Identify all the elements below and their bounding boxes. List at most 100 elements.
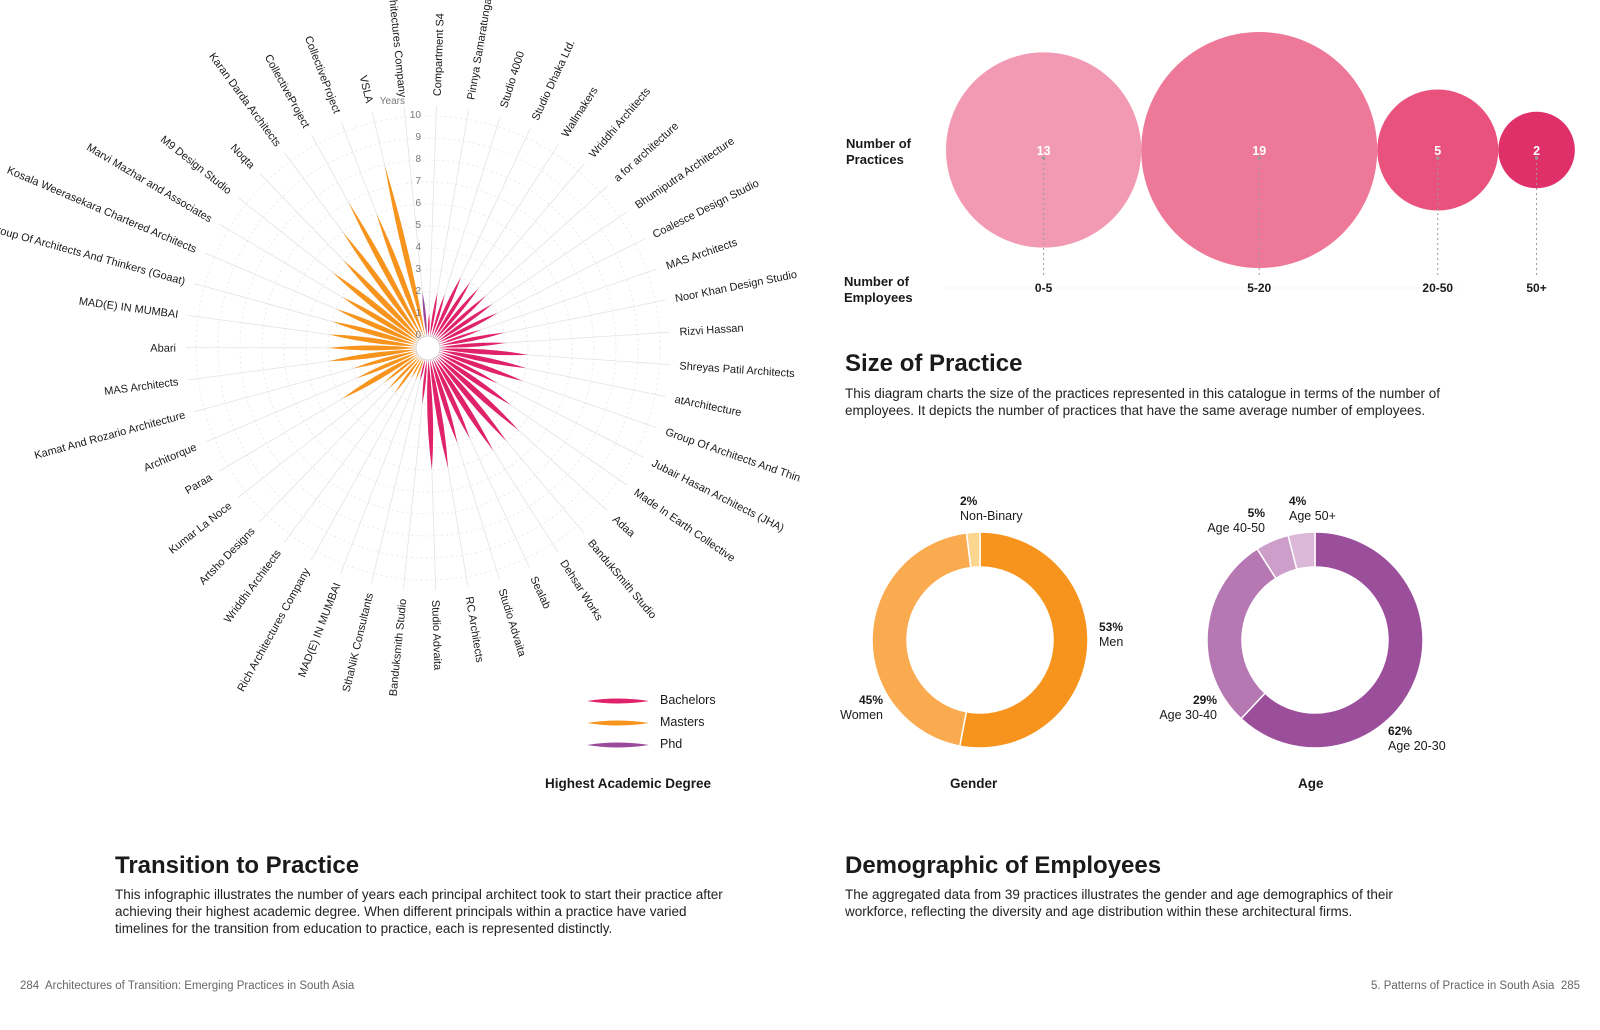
- practice-label: MAD(E) IN MUMBAI: [296, 581, 343, 679]
- practice-label: Noor Khan Design Studio: [674, 269, 798, 305]
- practice-label: Rizvi Hassan: [679, 322, 744, 338]
- practice-label: Architorque: [142, 441, 199, 474]
- label-age4050: 5% Age 40-50: [1195, 506, 1265, 536]
- radial-bar-bachelors: [438, 353, 498, 384]
- donut-slice-nonbinary: [965, 531, 981, 569]
- bubble-category-label: 20-50: [1422, 281, 1453, 295]
- practice-label-text: MAD(E) IN MUMBAI: [296, 581, 343, 679]
- practice-label-text: Dehsar Works: [557, 558, 605, 623]
- grid-ring: [261, 181, 595, 515]
- practice-label-text: atArchitecture: [673, 394, 742, 419]
- practice-label: Studio Advaita: [496, 587, 528, 659]
- radial-bar-bachelors: [430, 292, 438, 337]
- radial-bar-masters: [352, 351, 417, 369]
- bubbles: 13 19 5 2: [946, 32, 1575, 276]
- practice-label-text: RC Architects: [463, 596, 486, 664]
- practice-label-text: Rich Architectures Company: [382, 0, 408, 98]
- radial-bar-masters: [342, 296, 418, 342]
- tick-label: 8: [415, 154, 421, 165]
- size-text: This diagram charts the size of the prac…: [845, 386, 1441, 418]
- legend-swatch-phd: [587, 742, 649, 748]
- practice-label: Rich Architectures Company: [382, 0, 408, 98]
- legend-swatch-bachelors: [587, 698, 649, 704]
- radial-bar-masters: [356, 352, 417, 379]
- practice-label: Studio Advaita: [429, 600, 443, 672]
- page-number-left: 284: [20, 980, 40, 992]
- practice-label-text: Sealab: [527, 575, 552, 611]
- practice-label-text: Kumar La Noce: [167, 500, 234, 557]
- radial-bar-masters: [415, 359, 424, 380]
- label-age3040: 29% Age 30-40: [1145, 693, 1217, 723]
- tick-label: 2: [415, 286, 421, 297]
- donut-slice-men: [958, 531, 1089, 749]
- practice-label-text: MAS Architects: [665, 236, 740, 272]
- bubble-drop-dot: [1436, 156, 1440, 160]
- label-women-name: Women: [840, 708, 883, 722]
- practice-label: Wallmakers: [560, 85, 601, 140]
- bubble-drop-dot: [1042, 156, 1046, 160]
- label-age3040-pct: 29%: [1192, 693, 1217, 707]
- radial-bar-masters: [389, 356, 420, 389]
- bubble-5-20: [1141, 32, 1378, 268]
- radial-bar-bachelors: [433, 358, 470, 439]
- spoke-line: [340, 359, 425, 574]
- label-age50: 4% Age 50+: [1289, 494, 1336, 524]
- transition-text: This infographic illustrates the number …: [115, 887, 723, 936]
- grid-ring: [349, 269, 507, 427]
- gender-donut: [871, 531, 1089, 749]
- legend-swatch-masters: [587, 720, 649, 726]
- gender-title: Gender: [950, 776, 998, 791]
- radial-bar-masters: [348, 202, 423, 338]
- label-age2030-pct: 62%: [1388, 724, 1413, 738]
- practice-label-text: Paraa: [183, 471, 215, 497]
- practice-label: Compartment S4: [432, 13, 447, 97]
- practice-label: RC Architects: [463, 596, 486, 664]
- page-number-right: 285: [1560, 980, 1580, 992]
- practice-label: Pinnya Samaratunga Architects: [465, 0, 503, 101]
- radial-bar-masters: [328, 349, 417, 362]
- donut-slice-age3040: [1206, 547, 1277, 720]
- spoke-line: [428, 106, 437, 337]
- practice-label-text: Artsho Designs: [197, 525, 258, 587]
- practice-label: atArchitecture: [673, 394, 742, 419]
- radial-bar-masters: [328, 334, 417, 347]
- radial-bar-bachelors: [434, 358, 494, 451]
- practice-label-text: Studio Advaita: [496, 587, 528, 659]
- grid-ring: [305, 225, 551, 471]
- practice-label: CollectiveProject: [262, 53, 312, 131]
- label-women: 45% Women: [836, 693, 883, 723]
- center-circle: [415, 335, 441, 361]
- radial-bar-masters: [331, 321, 417, 345]
- donut-slice-age2030: [1240, 531, 1424, 749]
- label-nonbinary-name: Non-Binary: [960, 509, 1023, 523]
- practice-label-text: Rizvi Hassan: [679, 322, 744, 338]
- legend-item-bachelors: Bachelors: [585, 690, 785, 712]
- practice-label: Group Of Architects And Thinkers (Goaat): [664, 426, 800, 504]
- practice-label-text: Wallmakers: [560, 85, 601, 140]
- radial-grid: [185, 106, 670, 590]
- practice-label-text: Banduksmith Studio: [387, 598, 409, 697]
- label-nonbinary-pct: 2%: [960, 494, 978, 508]
- practice-label: Sealab: [527, 575, 552, 611]
- practice-label: Adaa: [610, 514, 638, 541]
- radial-bar-bachelors: [427, 359, 434, 470]
- practice-label-text: Abari: [150, 343, 176, 355]
- bubble-ylabel: Number of Practices: [846, 136, 911, 167]
- practice-label-text: SthaNiK Consultants: [341, 591, 376, 693]
- radial-bar-bachelors: [439, 350, 526, 369]
- bubble-chart: 0-5 5-20 20-50 50+ 13 19 5 2: [946, 32, 1575, 295]
- tick-label: 0: [415, 330, 421, 341]
- radial-bar-masters: [341, 354, 418, 399]
- radial-bar-masters: [335, 308, 417, 344]
- spoke-line: [311, 358, 423, 561]
- practice-label-text: Studio Advaita: [429, 600, 443, 672]
- practice-label: VSLA: [357, 74, 375, 105]
- radial-bar-bachelors: [437, 303, 493, 342]
- legend-label-phd: Phd: [660, 737, 683, 751]
- label-age2030: 62% Age 20-30: [1388, 724, 1446, 754]
- label-men: 53% Men: [1099, 620, 1123, 650]
- radial-bar-bachelors: [439, 332, 505, 346]
- bubble-value-label: 13: [1037, 144, 1051, 158]
- chapter-title: 5. Patterns of Practice in South Asia: [1370, 980, 1555, 992]
- radial-bar-bachelors: [439, 348, 528, 356]
